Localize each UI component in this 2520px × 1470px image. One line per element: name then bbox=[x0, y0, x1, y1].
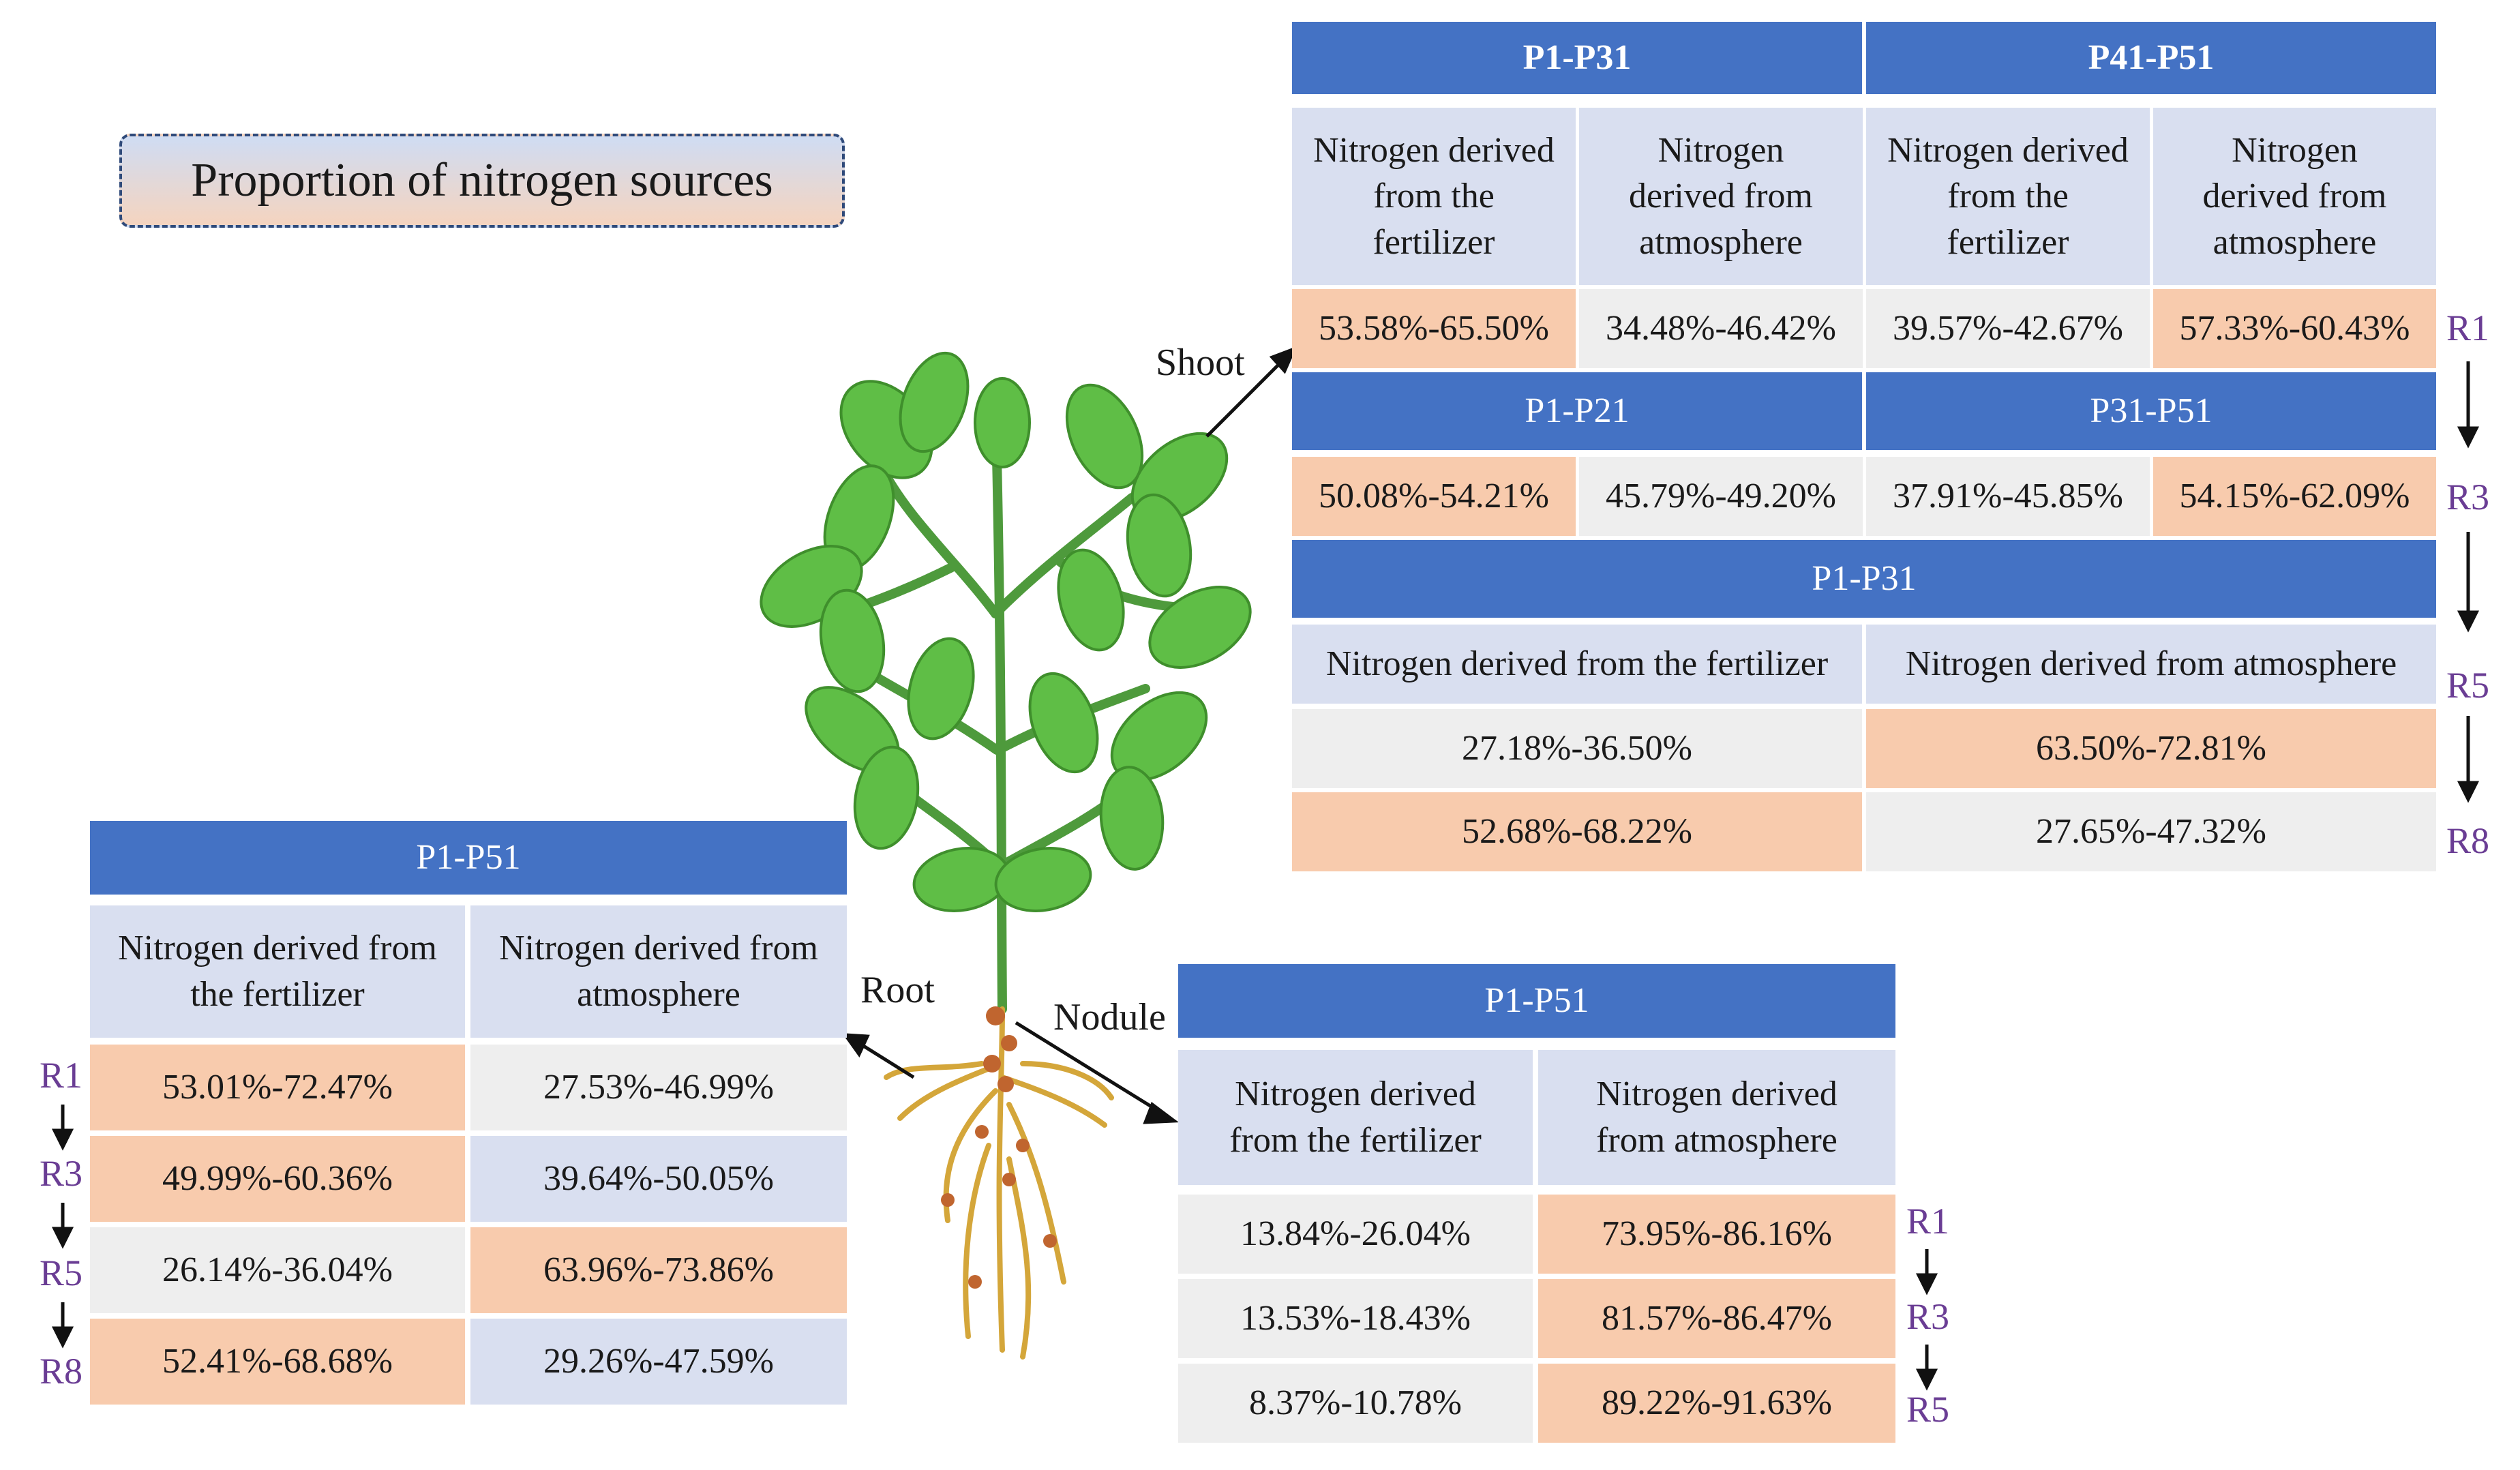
nodule-r1-value: 73.95%-86.16% bbox=[1538, 1195, 1895, 1274]
shoot-subheader: Nitrogen derived from atmosphere bbox=[2153, 108, 2436, 285]
stage-label-r5: R5 bbox=[2446, 665, 2490, 706]
shoot-subheader-late: Nitrogen derived from atmosphere bbox=[1866, 625, 2436, 704]
nodule-stage-r5: R5 bbox=[1906, 1389, 1950, 1430]
nodule-r5-value: 89.22%-91.63% bbox=[1538, 1364, 1895, 1443]
stage-label-r8: R8 bbox=[2446, 820, 2490, 861]
root-r3-value: 39.64%-50.05% bbox=[470, 1136, 847, 1222]
shoot-r1-value: 34.48%-46.42% bbox=[1579, 289, 1863, 368]
shoot-r5-value: 27.18%-36.50% bbox=[1292, 709, 1862, 788]
root-stage-r1: R1 bbox=[40, 1055, 83, 1096]
nodule-r1-value: 13.84%-26.04% bbox=[1178, 1195, 1533, 1274]
shoot-header-p1-p21: P1-P21 bbox=[1292, 372, 1862, 450]
shoot-label: Shoot bbox=[1156, 342, 1245, 384]
nodule-r3-value: 81.57%-86.47% bbox=[1538, 1279, 1895, 1358]
nodule-header-p1-p51: P1-P51 bbox=[1178, 964, 1895, 1038]
shoot-subheader: Nitrogen derived from the fertilizer bbox=[1866, 108, 2150, 285]
shoot-header-p41-p51: P41-P51 bbox=[1866, 22, 2436, 94]
root-r8-value: 52.41%-68.68% bbox=[90, 1319, 465, 1405]
shoot-header-p31-p51: P31-P51 bbox=[1866, 372, 2436, 450]
shoot-r3-value: 37.91%-45.85% bbox=[1866, 457, 2150, 536]
nodule-r3-value: 13.53%-18.43% bbox=[1178, 1279, 1533, 1358]
shoot-r3-value: 54.15%-62.09% bbox=[2153, 457, 2436, 536]
nodule-subheader: Nitrogen derived from the fertilizer bbox=[1178, 1050, 1533, 1185]
shoot-r8-value: 52.68%-68.22% bbox=[1292, 792, 1862, 871]
root-r5-value: 63.96%-73.86% bbox=[470, 1227, 847, 1313]
root-stage-r3: R3 bbox=[40, 1153, 83, 1194]
shoot-subheader: Nitrogen derived from the fertilizer bbox=[1292, 108, 1576, 285]
root-r8-value: 29.26%-47.59% bbox=[470, 1319, 847, 1405]
shoot-subheader: Nitrogen derived from atmosphere bbox=[1579, 108, 1863, 285]
shoot-r8-value: 27.65%-47.32% bbox=[1866, 792, 2436, 871]
root-label: Root bbox=[860, 969, 935, 1011]
nodule-stage-r1: R1 bbox=[1906, 1201, 1950, 1242]
stage-label-r3: R3 bbox=[2446, 477, 2490, 518]
shoot-r1-value: 57.33%-60.43% bbox=[2153, 289, 2436, 368]
shoot-r1-value: 53.58%-65.50% bbox=[1292, 289, 1576, 368]
shoot-header-p1-p31-late: P1-P31 bbox=[1292, 540, 2436, 618]
nodule-stage-r3: R3 bbox=[1906, 1296, 1950, 1337]
root-r3-value: 49.99%-60.36% bbox=[90, 1136, 465, 1222]
stage-label-r1: R1 bbox=[2446, 308, 2490, 348]
root-stage-r5: R5 bbox=[40, 1252, 83, 1293]
nodule-subheader: Nitrogen derived from atmosphere bbox=[1538, 1050, 1895, 1185]
root-subheader: Nitrogen derived from atmosphere bbox=[470, 905, 847, 1038]
diagram-title: Proportion of nitrogen sources bbox=[119, 134, 845, 228]
shoot-r3-value: 45.79%-49.20% bbox=[1579, 457, 1863, 536]
root-header-p1-p51: P1-P51 bbox=[90, 821, 847, 895]
root-r1-value: 27.53%-46.99% bbox=[470, 1045, 847, 1130]
nodule-r5-value: 8.37%-10.78% bbox=[1178, 1364, 1533, 1443]
root-r1-value: 53.01%-72.47% bbox=[90, 1045, 465, 1130]
root-stage-r8: R8 bbox=[40, 1351, 83, 1392]
nodule-label: Nodule bbox=[1053, 996, 1166, 1038]
shoot-r1-value: 39.57%-42.67% bbox=[1866, 289, 2150, 368]
root-subheader: Nitrogen derived from the fertilizer bbox=[90, 905, 465, 1038]
root-r5-value: 26.14%-36.04% bbox=[90, 1227, 465, 1313]
shoot-r5-value: 63.50%-72.81% bbox=[1866, 709, 2436, 788]
shoot-header-p1-p31: P1-P31 bbox=[1292, 22, 1862, 94]
shoot-r3-value: 50.08%-54.21% bbox=[1292, 457, 1576, 536]
shoot-subheader-late: Nitrogen derived from the fertilizer bbox=[1292, 625, 1862, 704]
